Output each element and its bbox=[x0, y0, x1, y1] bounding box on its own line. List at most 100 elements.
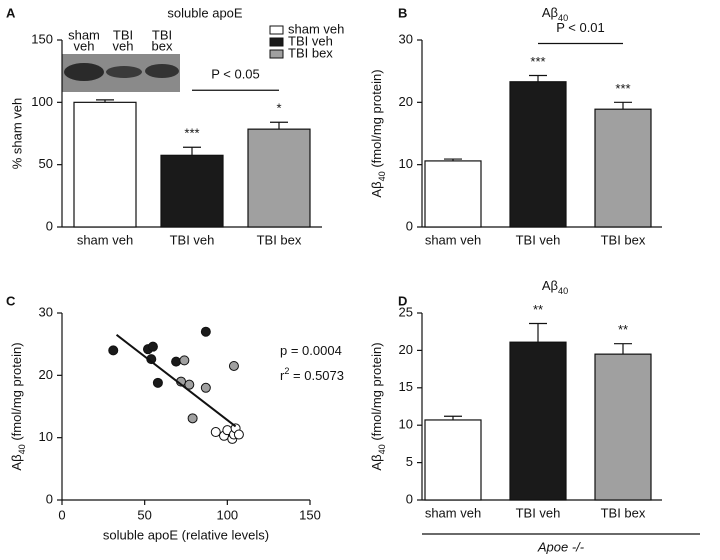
y-tick-label: 20 bbox=[399, 94, 413, 109]
x-tick-label: TBI veh bbox=[516, 232, 561, 247]
x-tick-label: TBI bex bbox=[257, 232, 302, 247]
bar bbox=[509, 81, 567, 228]
bar bbox=[73, 101, 137, 228]
text-part: (fmol/mg protein) bbox=[9, 342, 24, 444]
x-tick-label: 0 bbox=[58, 507, 65, 522]
y-tick-label: 50 bbox=[39, 156, 53, 171]
text-part: Aβ bbox=[369, 454, 384, 470]
blot-lane-label: veh bbox=[74, 38, 95, 53]
text-part: Aβ bbox=[9, 454, 24, 470]
text-part: 40 bbox=[377, 444, 387, 454]
text-part: Aβ bbox=[542, 278, 558, 293]
regression-line bbox=[115, 334, 237, 428]
x-tick-label: sham veh bbox=[425, 232, 481, 247]
scatter-point bbox=[171, 356, 182, 367]
x-tick-label: TBI bex bbox=[601, 505, 646, 520]
y-tick-label: 10 bbox=[399, 156, 413, 171]
blot-lane-label: sham bbox=[68, 27, 100, 42]
x-tick-label: sham veh bbox=[425, 505, 481, 520]
y-tick-label: 10 bbox=[39, 429, 53, 444]
legend-label: TBI veh bbox=[288, 33, 333, 48]
bar bbox=[247, 128, 311, 228]
significance-label: *** bbox=[615, 81, 630, 96]
bar bbox=[594, 108, 652, 228]
text-part: (fmol/mg protein) bbox=[369, 69, 384, 171]
scatter-point bbox=[200, 326, 211, 337]
chart-title: soluble apoE bbox=[167, 5, 242, 20]
bar bbox=[509, 341, 567, 501]
scatter-point bbox=[147, 341, 158, 352]
annotation: r2 = 0.5073 bbox=[280, 366, 344, 383]
y-tick-label: 10 bbox=[399, 417, 413, 432]
y-tick-label: 0 bbox=[406, 491, 413, 506]
panel-label: D bbox=[398, 293, 407, 308]
x-tick-label: TBI bex bbox=[601, 232, 646, 247]
significance-label: ** bbox=[533, 302, 543, 317]
y-tick-label: 100 bbox=[31, 94, 53, 109]
comparison-label: P < 0.01 bbox=[556, 20, 605, 35]
blot-band bbox=[64, 63, 104, 81]
annotation: p = 0.0004 bbox=[280, 343, 342, 358]
y-tick-label: 0 bbox=[46, 491, 53, 506]
y-axis-label: % sham veh bbox=[9, 98, 24, 170]
bar bbox=[424, 419, 482, 501]
legend-swatch bbox=[269, 37, 284, 47]
y-tick-label: 30 bbox=[399, 31, 413, 46]
y-tick-label: 20 bbox=[39, 367, 53, 382]
scatter-point bbox=[200, 382, 211, 393]
bar bbox=[160, 154, 224, 228]
significance-label: *** bbox=[184, 126, 199, 141]
text-part: 40 bbox=[558, 286, 568, 296]
x-tick-label: 150 bbox=[299, 507, 321, 522]
x-axis-label: soluble apoE (relative levels) bbox=[103, 527, 269, 542]
scatter-point bbox=[233, 429, 244, 440]
bar bbox=[424, 160, 482, 228]
y-tick-label: 15 bbox=[399, 379, 413, 394]
text-part: 40 bbox=[377, 171, 387, 181]
y-axis-label: Aβ40 (fmol/mg protein) bbox=[9, 342, 27, 470]
text-part: Aβ bbox=[369, 181, 384, 197]
legend-swatch bbox=[269, 49, 284, 59]
text-part: p = 0.0004 bbox=[280, 343, 342, 358]
x-tick-label: 100 bbox=[216, 507, 238, 522]
x-tick-label: 50 bbox=[137, 507, 151, 522]
x-tick-label: TBI veh bbox=[516, 505, 561, 520]
y-axis-label: Aβ40 (fmol/mg protein) bbox=[369, 69, 387, 197]
western-blot bbox=[62, 54, 180, 92]
chart-title: Aβ40 bbox=[542, 278, 568, 296]
blot-band bbox=[106, 66, 142, 78]
scatter-point bbox=[108, 345, 119, 356]
legend-label: TBI bex bbox=[288, 45, 333, 60]
y-tick-label: 0 bbox=[46, 218, 53, 233]
y-tick-label: 5 bbox=[406, 454, 413, 469]
scatter-point bbox=[184, 379, 195, 390]
y-tick-label: 0 bbox=[406, 218, 413, 233]
scatter-point bbox=[187, 413, 198, 424]
y-tick-label: 30 bbox=[39, 304, 53, 319]
significance-label: * bbox=[276, 101, 281, 116]
text-part: 40 bbox=[558, 13, 568, 23]
x-tick-label: sham veh bbox=[77, 232, 133, 247]
blot-lane-label: veh bbox=[113, 38, 134, 53]
legend-label: sham veh bbox=[288, 21, 344, 36]
text-part: 40 bbox=[17, 444, 27, 454]
panel-label: A bbox=[6, 5, 16, 20]
bar bbox=[594, 353, 652, 501]
scatter-point bbox=[152, 377, 163, 388]
panel-label: B bbox=[398, 5, 407, 20]
text-part: (fmol/mg protein) bbox=[369, 342, 384, 444]
comparison-label: P < 0.05 bbox=[211, 67, 260, 82]
scatter-point bbox=[179, 355, 190, 366]
blot-lane-label: TBI bbox=[113, 27, 133, 42]
blot-lane-label: TBI bbox=[152, 27, 172, 42]
y-axis-label: Aβ40 (fmol/mg protein) bbox=[369, 342, 387, 470]
chart-title: Aβ40 bbox=[542, 5, 568, 23]
text-part: r bbox=[280, 368, 285, 383]
text-part: 2 bbox=[284, 366, 289, 376]
y-tick-label: 150 bbox=[31, 31, 53, 46]
blot-lane-label: bex bbox=[152, 38, 173, 53]
blot-band bbox=[145, 64, 179, 78]
legend-swatch bbox=[269, 25, 284, 35]
scatter-point bbox=[210, 427, 221, 438]
